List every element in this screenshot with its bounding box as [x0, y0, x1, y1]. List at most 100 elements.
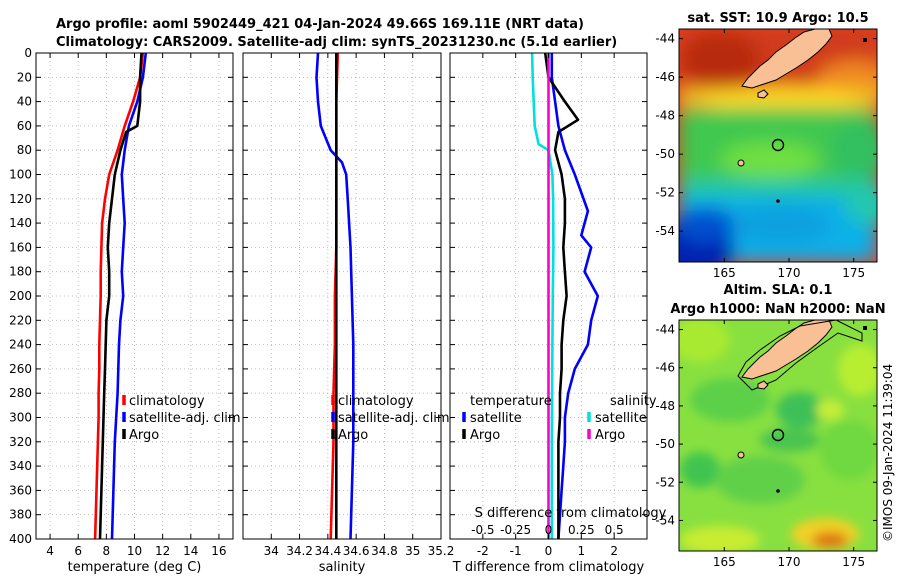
x2-tick-label: 0: [545, 523, 553, 537]
legend-label: climatology: [129, 394, 205, 409]
x-tick-label: 34.4: [314, 544, 341, 558]
y-tick-label: 360: [9, 483, 32, 497]
series-argo: [98, 52, 143, 540]
land-stewart-island-sla: [757, 380, 769, 390]
legend-label: Argo: [129, 428, 159, 443]
sst-map-frame: [678, 28, 878, 263]
sst-field: [679, 29, 877, 262]
y-tick-label: 120: [9, 192, 32, 206]
y-tick-label: 280: [9, 386, 32, 400]
x-axis-label: temperature (deg C): [68, 560, 202, 575]
panel-salinity: 34 34.2 34.4 34.6 34.8 35 35.2 salinity climatol…: [242, 52, 455, 575]
y-tick-label: 0: [24, 46, 32, 60]
map-x-tick-label: 165: [713, 266, 736, 280]
legend-label: satellite: [595, 411, 647, 426]
map-y-tick-label: -46: [655, 70, 675, 84]
legend-label: Argo: [595, 428, 625, 443]
x-tick-label: 1: [578, 544, 586, 558]
series-salinity-satellite: [530, 52, 555, 539]
land-campbell-island: [776, 199, 780, 203]
map-x-tick-label: 175: [842, 266, 865, 280]
x-tick-label: 2: [610, 544, 618, 558]
sla-map-frame: [678, 319, 878, 552]
map-y-tick-label: -44: [655, 323, 675, 337]
sst-argo-position-marker: [771, 138, 785, 152]
x-tick-label: 8: [103, 544, 111, 558]
x-tick-label: 6: [74, 544, 82, 558]
land-new-zealand: [741, 29, 833, 89]
x-axis-label: T difference from climatology: [452, 560, 645, 575]
y-tick-label: 340: [9, 459, 32, 473]
y-tick-label: 60: [17, 119, 32, 133]
sla-map-title-line1: Altim. SLA: 0.1: [724, 283, 833, 298]
land-campbell-island-sla: [776, 489, 780, 493]
y-tick-label: 400: [9, 532, 32, 546]
x-tick-label: 34: [264, 544, 279, 558]
x-tick-label: 35.2: [428, 544, 455, 558]
y-tick-label: 380: [9, 508, 32, 522]
x-tick-label: 35: [405, 544, 420, 558]
land-auckland-islands: [737, 159, 745, 167]
sla-map: 165 170 175 -44 -46 -48 -50 -52 -54: [655, 319, 878, 569]
y-tick-label: 260: [9, 362, 32, 376]
map-x-tick-label: 165: [713, 555, 736, 569]
sst-map-ticks: 165 170 175 -44 -46 -48 -50 -52 -54: [655, 29, 877, 280]
y-tick-label: 240: [9, 338, 32, 352]
x2-tick-label: 0.25: [568, 523, 595, 537]
x2-axis-label: S difference from climatology: [475, 506, 667, 521]
x-tick-label: 4: [46, 544, 54, 558]
x2-tick-label: -0.5: [471, 523, 494, 537]
legend-label: climatology: [338, 394, 414, 409]
y-tick-label: 80: [17, 143, 32, 157]
y-tick-label: 300: [9, 411, 32, 425]
series-temperature-argo: [543, 52, 580, 539]
legend-label: Argo: [470, 428, 500, 443]
y-tick-label: 320: [9, 435, 32, 449]
x-tick-label: 34.6: [343, 544, 370, 558]
x2-tick-label: -0.25: [500, 523, 531, 537]
y-tick-label: 20: [17, 70, 32, 84]
panel-temperature: 4 6 8 10 12 14 16 temperature (deg C) 0 20 40 60 80 1…: [9, 46, 241, 575]
series-temperature-satellite: [550, 53, 600, 540]
x-tick-label: 16: [211, 544, 226, 558]
land-stewart-island: [757, 89, 769, 99]
x-tick-label: 14: [183, 544, 198, 558]
map-y-tick-label: -48: [655, 109, 675, 123]
map-y-tick-label: -54: [655, 513, 675, 527]
map-x-tick-label: 170: [778, 555, 801, 569]
y-tick-label: 160: [9, 240, 32, 254]
x-axis-label: salinity: [319, 560, 366, 575]
map-y-tick-label: -50: [655, 147, 675, 161]
y-tick-label: 140: [9, 216, 32, 230]
legend-salinity-title: salinity: [610, 394, 657, 409]
x-tick-label: -2: [477, 544, 489, 558]
sla-argo-position-marker: [771, 428, 785, 442]
map-y-tick-label: -52: [655, 475, 675, 489]
legend-temperature-title: temperature: [470, 394, 552, 409]
map-y-tick-label: -48: [655, 399, 675, 413]
sst-map-title: sat. SST: 10.9 Argo: 10.5: [687, 11, 868, 26]
y-tick-label: 100: [9, 168, 32, 182]
y-tick-label: 180: [9, 265, 32, 279]
imos-credit: ©IMOS 09-Jan-2024 11:39:04: [881, 364, 895, 542]
map-y-tick-label: -54: [655, 224, 675, 238]
sla-map-title-line2: Argo h1000: NaN h2000: NaN: [670, 302, 885, 317]
x-tick-label: 10: [127, 544, 142, 558]
x-tick-label: 34.8: [371, 544, 398, 558]
map-y-tick-label: -52: [655, 186, 675, 200]
sst-map: 165 170 175 -44 -46 -48 -50 -52 -54: [655, 28, 878, 280]
figure-title-line2: Climatology: CARS2009. Satellite-adj cli…: [56, 35, 617, 50]
land-chatham-marker-sla: [863, 326, 867, 330]
x2-tick-label: 0.5: [605, 523, 624, 537]
x-tick-label: -1: [510, 544, 522, 558]
legend-label: satellite-adj. clim: [129, 411, 241, 426]
x-tick-label: 12: [155, 544, 170, 558]
x-tick-label: 34.2: [286, 544, 313, 558]
land-auckland-islands-sla: [737, 451, 745, 459]
map-x-tick-label: 175: [842, 555, 865, 569]
y-tick-label: 40: [17, 95, 32, 109]
map-y-tick-label: -44: [655, 32, 675, 46]
map-x-tick-label: 170: [778, 266, 801, 280]
x-tick-label: 0: [545, 544, 553, 558]
